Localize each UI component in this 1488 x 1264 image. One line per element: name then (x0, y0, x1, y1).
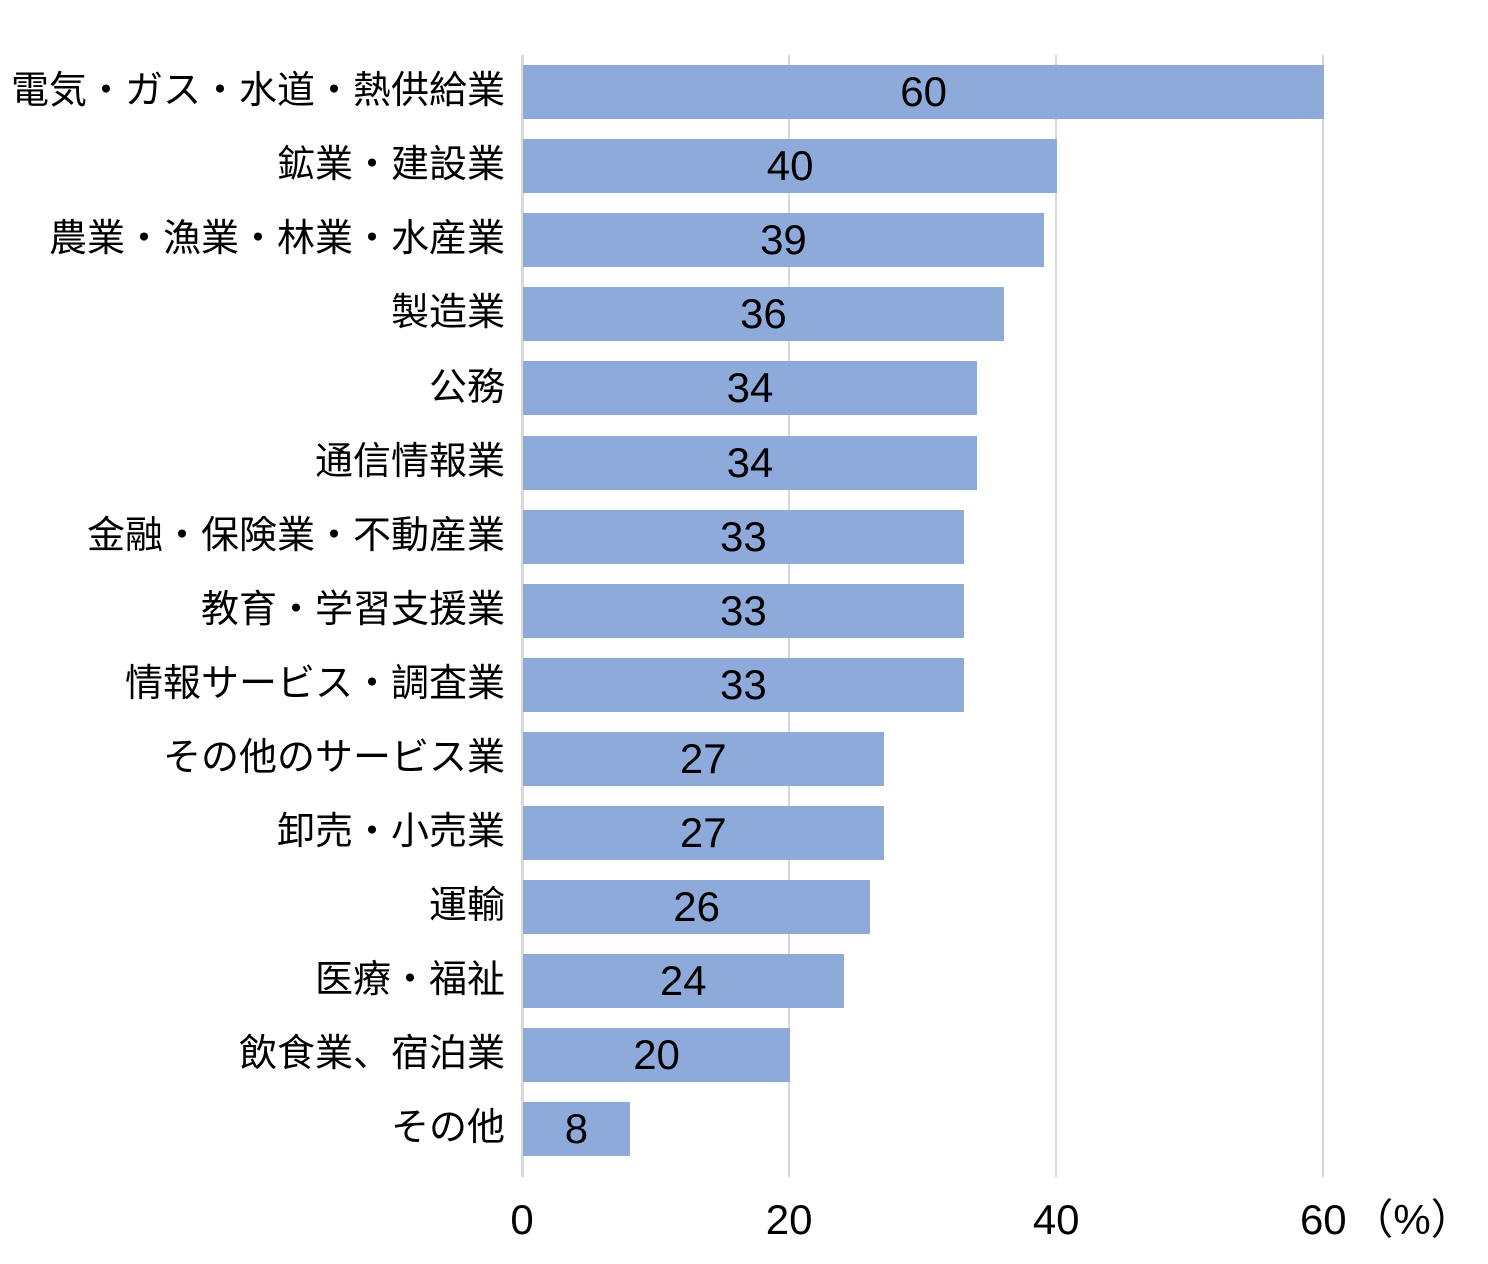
value-label: 60 (900, 68, 947, 116)
category-label: その他 (390, 1107, 505, 1150)
category-label: 医療・福祉 (314, 959, 505, 1002)
bar: 34 (523, 361, 978, 416)
category-label: 公務 (428, 366, 505, 409)
category-label: 製造業 (390, 292, 505, 335)
bar-zone: 27 (523, 731, 1488, 786)
category-label: 金融・保険業・不動産業 (86, 514, 505, 557)
bar-zone: 26 (523, 880, 1488, 935)
x-axis-unit-label: （%） (1351, 1196, 1473, 1243)
bar-zone: 34 (523, 435, 1488, 490)
x-axis-tick-label: 40 (1032, 1196, 1080, 1243)
chart-row: 公務 34 (0, 351, 1488, 425)
chart-row: 情報サービス・調査業 33 (0, 648, 1488, 722)
value-label: 33 (719, 586, 767, 634)
chart-row: その他 8 (0, 1092, 1488, 1166)
chart-row: 通信情報業 34 (0, 425, 1488, 499)
value-label: 26 (673, 883, 720, 931)
bar-zone: 24 (523, 954, 1488, 1009)
value-label: 24 (659, 957, 707, 1005)
chart-row: 電気・ガス・水道・熱供給業 60 (0, 55, 1488, 129)
value-label: 27 (679, 734, 727, 782)
bar: 8 (523, 1102, 630, 1157)
bar: 36 (523, 287, 1004, 342)
chart-row: 医療・福祉 24 (0, 944, 1488, 1018)
bar-zone: 33 (523, 509, 1488, 564)
value-label: 27 (679, 808, 727, 856)
bar-zone: 33 (523, 657, 1488, 712)
bar: 39 (523, 213, 1044, 268)
x-axis-tick-label: 60 (1299, 1196, 1347, 1243)
value-label: 34 (726, 438, 774, 486)
x-axis-tick-label: 0 (510, 1196, 534, 1243)
chart-row: 金融・保険業・不動産業 33 (0, 500, 1488, 574)
bar: 24 (523, 954, 844, 1009)
category-label: 情報サービス・調査業 (124, 662, 505, 705)
chart-row: 卸売・小売業 27 (0, 796, 1488, 870)
category-label: 飲食業、宿泊業 (238, 1033, 505, 1076)
chart-row: 飲食業、宿泊業 20 (0, 1018, 1488, 1092)
category-label: その他のサービス業 (162, 736, 505, 779)
bar: 40 (523, 139, 1058, 194)
bar-zone: 27 (523, 805, 1488, 860)
bar-zone: 36 (523, 287, 1488, 342)
value-label: 36 (740, 290, 787, 338)
bar: 20 (523, 1028, 791, 1083)
x-axis-tick-label: 20 (765, 1196, 813, 1243)
value-label: 40 (766, 142, 814, 190)
category-label: 鉱業・建設業 (276, 144, 505, 187)
chart-row: その他のサービス業 27 (0, 722, 1488, 796)
category-label: 通信情報業 (314, 440, 505, 483)
bar-zone: 8 (523, 1102, 1488, 1157)
category-label: 運輸 (428, 885, 505, 928)
bar: 33 (523, 583, 964, 638)
bar-zone: 60 (523, 65, 1488, 120)
category-label: 教育・学習支援業 (200, 588, 505, 631)
bar-zone: 20 (523, 1028, 1488, 1083)
value-label: 33 (719, 512, 767, 560)
bar-zone: 39 (523, 213, 1488, 268)
bar: 26 (523, 880, 871, 935)
chart-rows: 電気・ガス・水道・熱供給業 60 鉱業・建設業 40 農業・漁業・林業・水産業 39 製造業… (0, 55, 1488, 1166)
category-label: 農業・漁業・林業・水産業 (48, 218, 505, 261)
value-label: 39 (760, 216, 807, 264)
value-label: 33 (719, 660, 767, 708)
bar-zone: 33 (523, 583, 1488, 638)
bar: 34 (523, 435, 978, 490)
gridline-0 (520, 55, 524, 1177)
bar-zone: 34 (523, 361, 1488, 416)
gridline-60 (1322, 55, 1325, 1177)
bar: 27 (523, 731, 884, 786)
chart-row: 教育・学習支援業 33 (0, 574, 1488, 648)
chart-row: 製造業 36 (0, 277, 1488, 351)
gridline-40 (1055, 55, 1058, 1177)
category-label: 卸売・小売業 (276, 811, 505, 854)
bar: 27 (523, 805, 884, 860)
value-label: 8 (564, 1105, 589, 1153)
bar: 60 (523, 65, 1325, 120)
chart-row: 運輸 26 (0, 870, 1488, 944)
x-axis: （%） 0 20 40 60 (0, 1177, 1488, 1264)
category-label: 電気・ガス・水道・熱供給業 (10, 70, 505, 113)
chart-row: 鉱業・建設業 40 (0, 129, 1488, 203)
chart-row: 農業・漁業・林業・水産業 39 (0, 203, 1488, 277)
bar: 33 (523, 657, 964, 712)
bar: 33 (523, 509, 964, 564)
bar-zone: 40 (523, 139, 1488, 194)
value-label: 34 (726, 364, 774, 412)
value-label: 20 (633, 1031, 680, 1079)
